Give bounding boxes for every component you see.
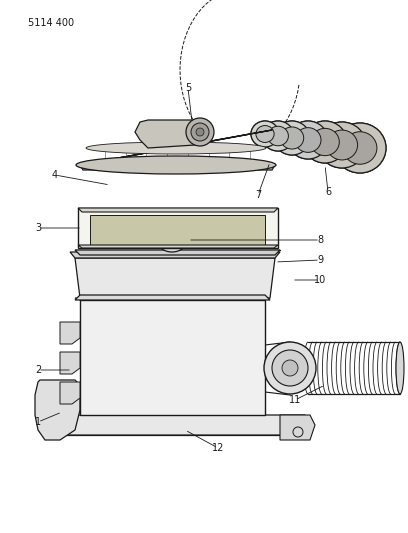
Text: 4: 4 xyxy=(52,170,58,180)
Ellipse shape xyxy=(280,127,304,149)
Polygon shape xyxy=(75,295,270,300)
Polygon shape xyxy=(78,245,278,248)
Ellipse shape xyxy=(157,228,187,252)
Polygon shape xyxy=(78,208,278,248)
Ellipse shape xyxy=(343,132,377,164)
Text: 5: 5 xyxy=(185,83,191,93)
Ellipse shape xyxy=(162,232,182,248)
Ellipse shape xyxy=(262,121,294,151)
Ellipse shape xyxy=(86,142,266,154)
Ellipse shape xyxy=(303,121,347,163)
Text: 9: 9 xyxy=(317,255,323,265)
Ellipse shape xyxy=(268,126,288,146)
Ellipse shape xyxy=(318,122,366,168)
Ellipse shape xyxy=(48,394,56,402)
Polygon shape xyxy=(80,165,275,170)
Polygon shape xyxy=(78,208,278,212)
Polygon shape xyxy=(135,120,200,148)
Polygon shape xyxy=(280,415,315,440)
Ellipse shape xyxy=(191,123,209,141)
Polygon shape xyxy=(80,130,272,165)
Ellipse shape xyxy=(251,121,279,147)
Ellipse shape xyxy=(76,156,276,174)
Text: 11: 11 xyxy=(289,395,301,405)
Ellipse shape xyxy=(326,130,357,160)
Text: 2: 2 xyxy=(35,365,41,375)
Polygon shape xyxy=(70,252,280,258)
Ellipse shape xyxy=(334,123,386,173)
Ellipse shape xyxy=(256,126,274,142)
Ellipse shape xyxy=(396,342,404,394)
Polygon shape xyxy=(75,258,275,298)
Ellipse shape xyxy=(196,128,204,136)
Polygon shape xyxy=(60,382,80,404)
Polygon shape xyxy=(75,298,270,300)
Polygon shape xyxy=(60,322,80,344)
Text: 10: 10 xyxy=(314,275,326,285)
Polygon shape xyxy=(75,250,280,255)
Text: 3: 3 xyxy=(35,223,41,233)
Ellipse shape xyxy=(272,350,308,386)
Text: 8: 8 xyxy=(317,235,323,245)
Ellipse shape xyxy=(311,128,339,156)
Ellipse shape xyxy=(264,342,316,394)
Polygon shape xyxy=(40,415,305,435)
Ellipse shape xyxy=(288,121,328,159)
Text: 7: 7 xyxy=(255,190,261,200)
Ellipse shape xyxy=(282,360,298,376)
Text: 6: 6 xyxy=(325,187,331,197)
Text: 5114 400: 5114 400 xyxy=(28,18,74,28)
Ellipse shape xyxy=(295,127,321,152)
Polygon shape xyxy=(60,352,80,374)
Text: 1: 1 xyxy=(35,417,41,427)
Text: 12: 12 xyxy=(212,443,224,453)
Ellipse shape xyxy=(46,414,58,426)
Ellipse shape xyxy=(274,121,310,155)
Polygon shape xyxy=(35,380,80,440)
Polygon shape xyxy=(80,300,265,415)
Polygon shape xyxy=(90,215,265,245)
Ellipse shape xyxy=(186,118,214,146)
